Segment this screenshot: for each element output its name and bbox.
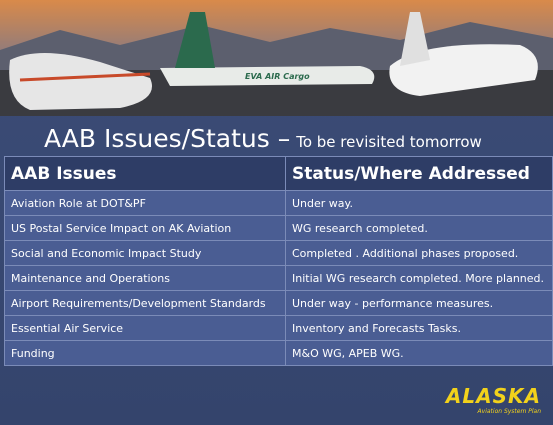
column-header: AAB Issues bbox=[5, 157, 286, 191]
table-cell: WG research completed. bbox=[286, 216, 553, 241]
table-cell: Under way - performance measures. bbox=[286, 291, 553, 316]
logo-name: ALASKA bbox=[446, 384, 541, 408]
subtitle: To be revisited tomorrow bbox=[296, 133, 482, 151]
column-header: Status/Where Addressed bbox=[286, 157, 553, 191]
table-cell: Airport Requirements/Development Standar… bbox=[5, 291, 286, 316]
table-cell: Under way. bbox=[286, 191, 553, 216]
table-cell: Initial WG research completed. More plan… bbox=[286, 266, 553, 291]
table-cell: Inventory and Forecasts Tasks. bbox=[286, 316, 553, 341]
title: AAB Issues/Status – To be revisited tomor… bbox=[44, 124, 482, 153]
photo: EVA AIR Cargo bbox=[0, 0, 553, 116]
photo-label: EVA AIR Cargo bbox=[245, 72, 310, 81]
logo-tagline: Aviation System Plan bbox=[446, 408, 541, 415]
table-cell: Maintenance and Operations bbox=[5, 266, 286, 291]
table-cell: Completed . Additional phases proposed. bbox=[286, 241, 553, 266]
slide: EVA AIR Cargo AAB Issues/Status – To be r… bbox=[0, 0, 553, 425]
table-cell: Aviation Role at DOT&PF bbox=[5, 191, 286, 216]
table-cell: Social and Economic Impact Study bbox=[5, 241, 286, 266]
table-cell: Funding bbox=[5, 341, 286, 366]
title-text: AAB Issues/Status – bbox=[44, 124, 290, 153]
table-cell: Essential Air Service bbox=[5, 316, 286, 341]
table-row: Airport Requirements/Development Standar… bbox=[5, 291, 553, 316]
table-cell: US Postal Service Impact on AK Aviation bbox=[5, 216, 286, 241]
table-cell: M&O WG, APEB WG. bbox=[286, 341, 553, 366]
